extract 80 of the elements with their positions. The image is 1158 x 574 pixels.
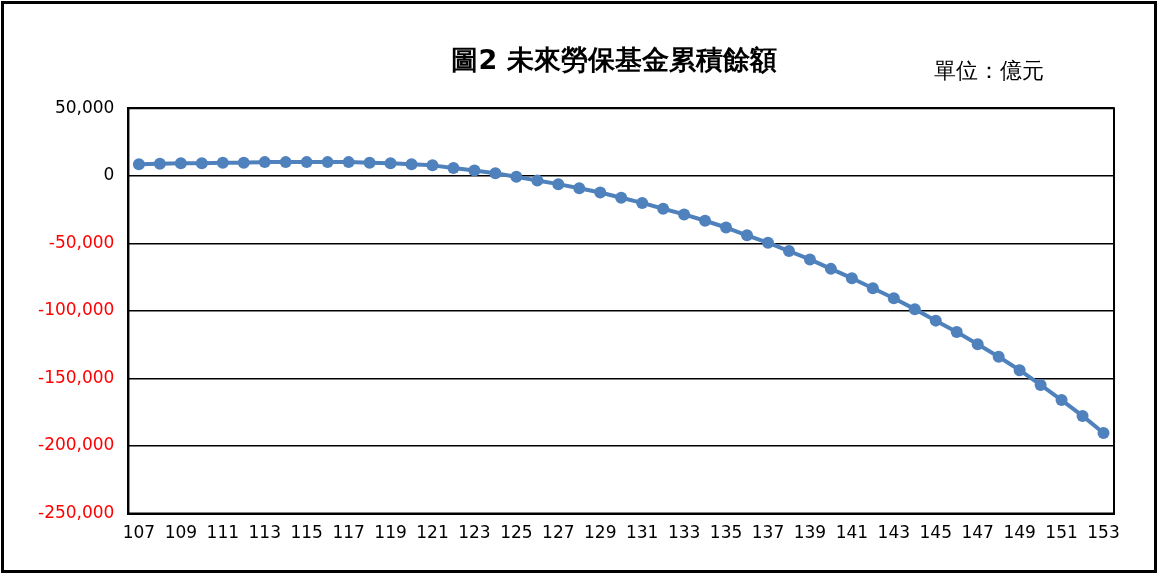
- x-tick-label: 151: [1045, 522, 1078, 543]
- point: [195, 157, 208, 170]
- x-tick-label: 149: [1003, 522, 1036, 543]
- x-tick-label: 113: [248, 522, 281, 543]
- x-tick-label: 153: [1087, 522, 1120, 543]
- x-tick-label: 147: [961, 522, 994, 543]
- point: [1076, 409, 1089, 422]
- x-tick-label: 141: [835, 522, 869, 543]
- point: [1013, 364, 1026, 377]
- y-tick-label: -100,000: [38, 299, 115, 320]
- point: [447, 161, 460, 174]
- point: [971, 338, 984, 351]
- point: [216, 156, 229, 169]
- x-tick-label: 125: [500, 522, 533, 543]
- point: [782, 245, 795, 258]
- x-tick-label: 123: [458, 522, 491, 543]
- x-tick-label: 107: [122, 522, 156, 543]
- x-tick-label: 121: [416, 522, 449, 543]
- point: [426, 159, 439, 172]
- x-tick-label: 139: [793, 522, 827, 543]
- point: [300, 156, 313, 169]
- point: [741, 229, 754, 242]
- x-tick-label: 131: [625, 522, 659, 543]
- point: [279, 156, 292, 169]
- x-tick-label: 133: [667, 522, 701, 543]
- point: [132, 158, 145, 171]
- x-tick-label: 143: [877, 522, 911, 543]
- chart-title: 圖2 未來勞保基金累積餘額: [451, 44, 777, 75]
- point: [950, 326, 963, 339]
- point: [720, 221, 733, 234]
- point: [615, 191, 628, 204]
- point: [405, 158, 418, 171]
- point: [573, 182, 586, 195]
- point: [321, 156, 334, 169]
- point: [803, 253, 816, 266]
- text: 單位：億元: [934, 57, 1044, 85]
- y-tick-label: 50,000: [54, 96, 115, 117]
- y-tick-label: -200,000: [38, 434, 115, 455]
- point: [887, 292, 900, 305]
- point: [824, 262, 837, 275]
- point: [657, 202, 670, 215]
- point: [992, 350, 1005, 363]
- point: [594, 186, 607, 199]
- x-tick-label: 115: [290, 522, 323, 543]
- point: [1034, 378, 1047, 391]
- y-tick-label: 0: [103, 164, 115, 185]
- x-tick-label: 145: [919, 522, 952, 543]
- point: [552, 178, 565, 191]
- point: [1055, 394, 1068, 407]
- point: [636, 196, 649, 209]
- point: [699, 214, 712, 227]
- y-tick-label: -50,000: [48, 231, 115, 252]
- point: [1097, 427, 1110, 440]
- x-tick-label: 137: [751, 522, 785, 543]
- point: [363, 156, 376, 169]
- x-tick-label: 111: [206, 522, 240, 543]
- x-tick-label: 109: [164, 522, 198, 543]
- y-tick-label: -250,000: [38, 502, 115, 523]
- point: [174, 157, 187, 170]
- y-tick-label: -150,000: [38, 366, 115, 387]
- point: [866, 282, 879, 295]
- point: [678, 208, 691, 221]
- x-tick-label: 119: [374, 522, 407, 543]
- point: [845, 272, 858, 285]
- point: [258, 156, 271, 169]
- point: [384, 157, 397, 170]
- point: [237, 156, 250, 169]
- x-tick-label: 135: [709, 522, 743, 543]
- point: [342, 156, 355, 169]
- point: [468, 164, 481, 177]
- point: [762, 236, 774, 249]
- point: [489, 167, 502, 180]
- point: [929, 314, 942, 327]
- point: [153, 157, 166, 170]
- point: [531, 174, 544, 187]
- x-tick-label: 129: [584, 522, 617, 543]
- point: [908, 303, 921, 316]
- x-tick-label: 127: [542, 522, 575, 543]
- x-tick-label: 117: [332, 522, 365, 543]
- point: [510, 170, 523, 183]
